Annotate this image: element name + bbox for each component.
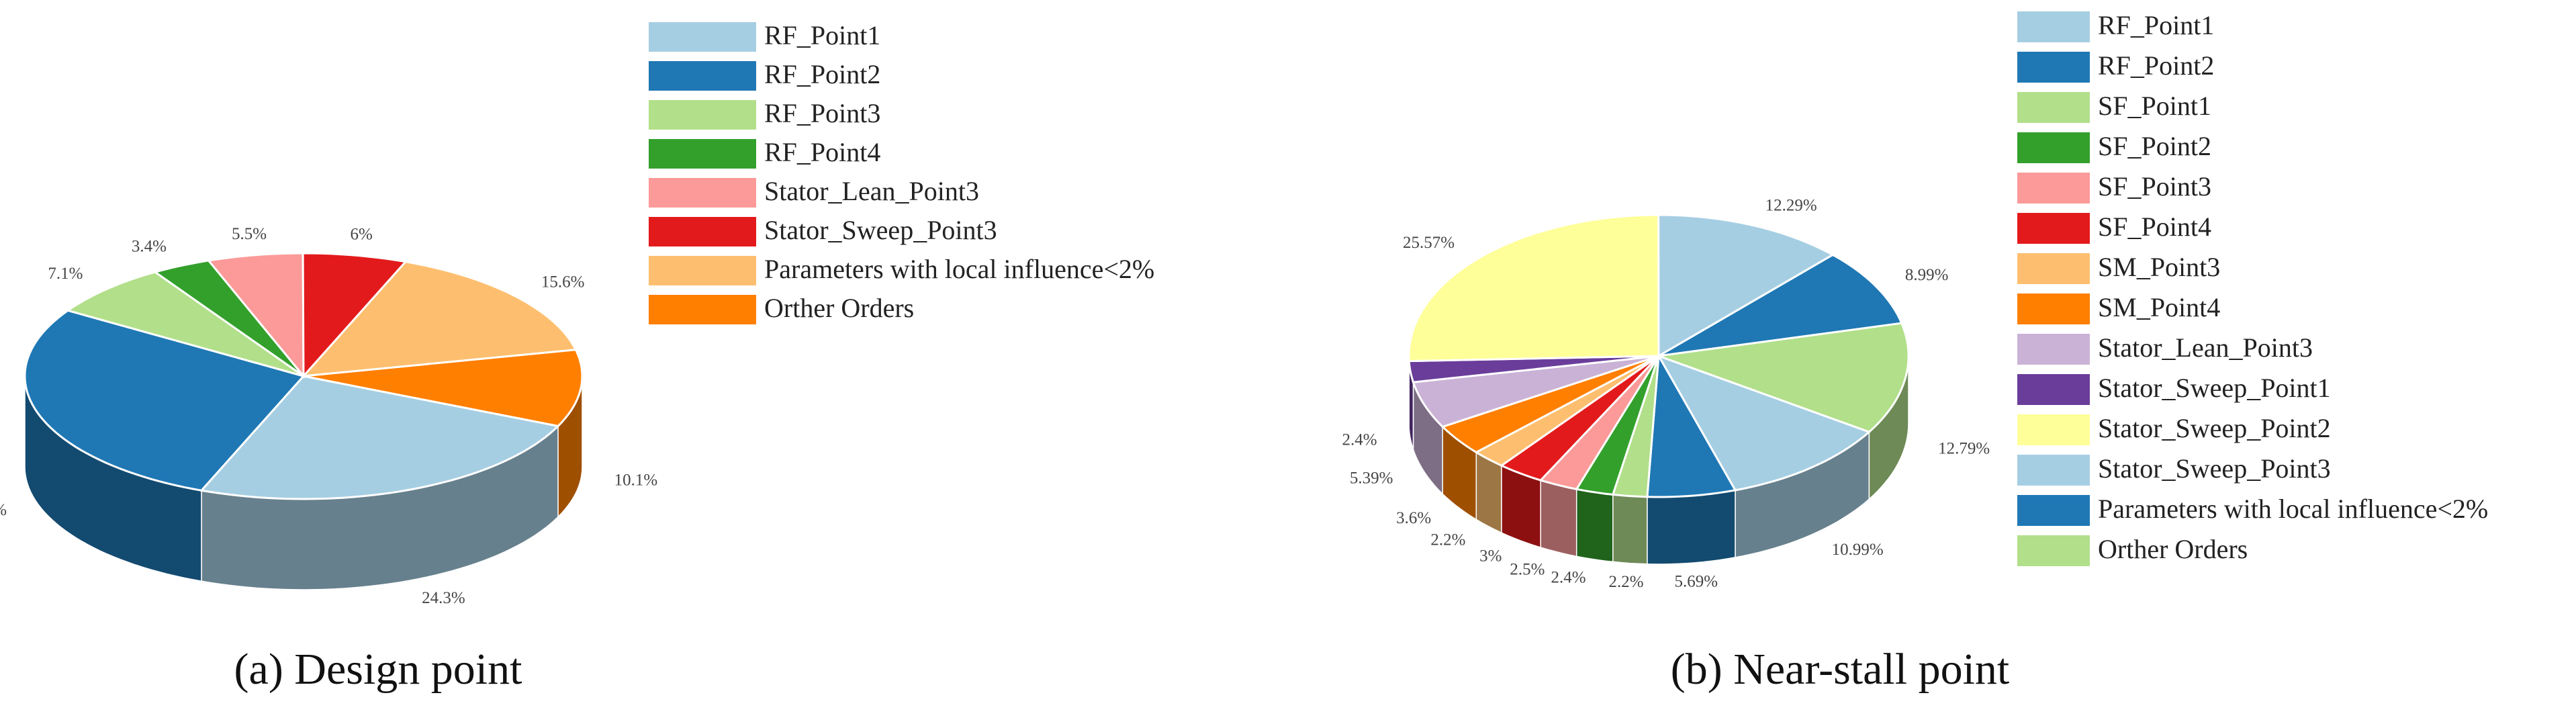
legend-label: RF_Point1 [2098, 10, 2214, 40]
legend-swatch [2017, 213, 2090, 244]
slice [24, 309, 306, 492]
legend-label: Parameters with local influence<2% [764, 254, 1154, 284]
legend-swatch [649, 22, 756, 52]
legend-label: SF_Point3 [2098, 171, 2211, 201]
data-label: 2.2% [1608, 573, 1643, 591]
legend-swatch [649, 295, 756, 324]
data-label: 7.1% [48, 265, 83, 283]
data-label: 2.2% [1430, 531, 1465, 549]
slice [303, 349, 584, 428]
slice-side [1540, 480, 1577, 557]
data-label: 25.57% [1403, 234, 1455, 252]
slice [1408, 214, 1660, 363]
legend-label: Parameters with local influence<2% [2098, 494, 2488, 524]
legend-label: Orther Orders [2098, 534, 2248, 564]
legend-swatch [2017, 52, 2090, 83]
legend-label: RF_Point2 [2098, 50, 2214, 81]
legend-swatch [2017, 455, 2090, 486]
slice [301, 261, 578, 377]
chart-caption: (b) Near-stall point [1671, 645, 2010, 694]
slice [206, 252, 305, 379]
slice [65, 271, 304, 377]
legend-label: SF_Point4 [2098, 212, 2211, 242]
slice [1657, 214, 1835, 358]
legend-swatch [649, 100, 756, 130]
legend-swatch [2017, 11, 2090, 42]
data-label: 5.5% [232, 225, 267, 243]
legend-swatch [649, 178, 756, 208]
legend-swatch [2017, 92, 2090, 123]
slice [1499, 355, 1660, 482]
data-label: 12.29% [1765, 196, 1817, 214]
legend: RF_Point1 RF_Point2 SF_Point1 SF_Point2 SF_P… [2017, 10, 2488, 566]
legend-swatch [649, 61, 756, 91]
slice-side [1575, 488, 1614, 563]
data-label: 2.5% [1510, 561, 1545, 579]
data-label: 3.6% [1396, 509, 1431, 527]
legend-swatch [2017, 535, 2090, 566]
legend-label: RF_Point2 [764, 59, 880, 89]
legend-label: RF_Point1 [764, 20, 880, 50]
legend-label: Stator_Sweep_Point3 [764, 215, 997, 245]
legend-swatch [649, 217, 756, 246]
legend-label: SF_Point1 [2098, 91, 2211, 121]
data-label: 28% [0, 501, 7, 519]
data-label: 8.99% [1905, 266, 1949, 284]
slice [1658, 322, 1910, 433]
data-label: 15.6% [541, 273, 585, 291]
legend-swatch [2017, 293, 2090, 324]
slice [152, 259, 305, 377]
legend-label: RF_Point4 [764, 137, 880, 167]
legend-swatch [2017, 414, 2090, 445]
legend-label: SM_Point3 [2098, 252, 2220, 282]
legend-swatch [2017, 173, 2090, 203]
slice [1538, 355, 1660, 490]
legend-label: Orther Orders [764, 293, 914, 323]
data-label: 5.39% [1350, 469, 1393, 487]
legend: RF_Point1 RF_Point2 RF_Point3 RF_Point4 Stat… [649, 20, 1154, 324]
legend-label: Stator_Lean_Point3 [764, 176, 979, 206]
pie-chart: 24.3% 28% 7.1% 3.4% 5.5% 6% 15.6% 10.1% [0, 225, 657, 607]
legend-label: RF_Point3 [764, 98, 880, 128]
data-label: 10.1% [614, 471, 658, 489]
legend-swatch [649, 139, 756, 169]
legend-swatch [2017, 132, 2090, 163]
data-label: 3% [1479, 547, 1502, 565]
data-label: 12.79% [1938, 440, 1990, 458]
pie-chart: 10.99% 5.69% 2.2% 2.4% 2.5% 3% 2.2% 3.6% 5.39% 2.… [1342, 196, 1990, 591]
slice [1412, 355, 1659, 428]
legend-label: Stator_Lean_Point3 [2098, 332, 2313, 363]
legend-swatch [2017, 253, 2090, 284]
slice [1646, 353, 1737, 498]
legend-swatch [2017, 495, 2090, 526]
legend-swatch [2017, 374, 2090, 405]
slice [199, 375, 561, 500]
data-label: 24.3% [422, 589, 465, 607]
data-label: 6% [351, 225, 373, 243]
slice [302, 252, 408, 379]
legend-label: SF_Point2 [2098, 131, 2211, 161]
data-label: 2.4% [1551, 569, 1586, 587]
slice-side [1612, 494, 1648, 565]
legend-label: SM_Point4 [2098, 292, 2220, 322]
chart-caption: (a) Design point [234, 645, 522, 694]
slice-side [1647, 490, 1736, 565]
slice [1440, 355, 1659, 454]
slice [1656, 354, 1872, 492]
data-label: 5.69% [1675, 573, 1718, 591]
legend-label: Stator_Sweep_Point3 [2098, 453, 2331, 484]
data-label: 2.4% [1342, 431, 1377, 449]
data-label: 3.4% [132, 237, 167, 255]
legend-swatch [2017, 334, 2090, 365]
legend-label: Stator_Sweep_Point1 [2098, 373, 2331, 403]
legend-label: Stator_Sweep_Point2 [2098, 413, 2331, 443]
legend-swatch [649, 256, 756, 285]
data-label: 10.99% [1832, 541, 1884, 559]
